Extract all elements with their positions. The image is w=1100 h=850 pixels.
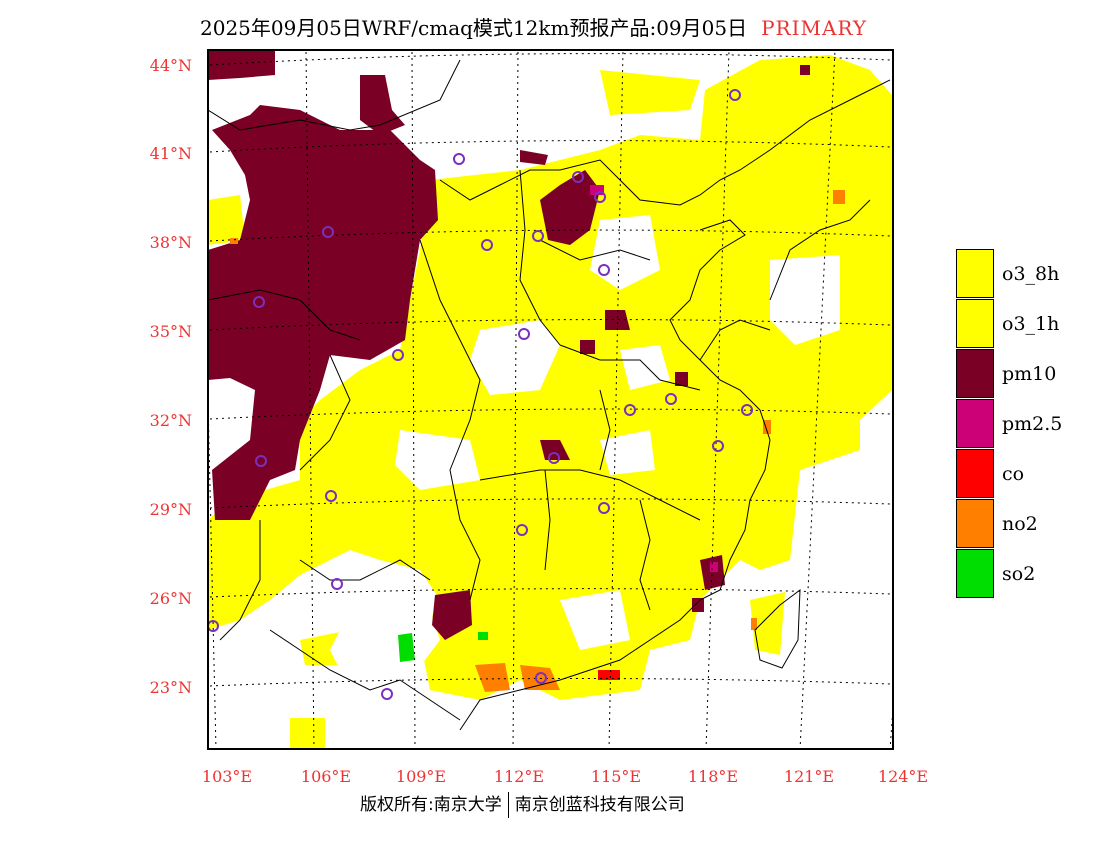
- legend-swatch: [956, 349, 994, 398]
- legend-item-pm2-5: pm2.5: [956, 399, 1086, 449]
- map-plot-area: [208, 50, 893, 749]
- station-marker: [325, 490, 337, 502]
- lat-label: 41°N: [150, 144, 192, 163]
- pm25-region: [590, 185, 718, 572]
- station-marker: [453, 153, 465, 165]
- so2-region: [398, 632, 488, 662]
- lat-label: 38°N: [150, 233, 192, 252]
- legend-item-no2: no2: [956, 499, 1086, 549]
- legend-swatch: [956, 399, 994, 448]
- legend-label: co: [1002, 463, 1025, 485]
- legend-swatch: [956, 249, 994, 298]
- copyright-right: 南京创蓝科技有限公司: [514, 795, 685, 815]
- lat-label: 44°N: [150, 56, 192, 75]
- o3-region: [208, 55, 892, 749]
- latitude-labels: 44°N 41°N 38°N 35°N 32°N 29°N 26°N 23°N: [150, 56, 192, 697]
- station-marker: [381, 688, 393, 700]
- station-marker: [322, 226, 334, 238]
- lon-label: 115°E: [591, 767, 641, 786]
- lon-label: 112°E: [494, 767, 544, 786]
- station-marker: [548, 452, 560, 464]
- station-marker: [535, 672, 547, 684]
- lat-label: 26°N: [150, 589, 192, 608]
- station-marker: [255, 455, 267, 467]
- station-marker: [594, 191, 606, 203]
- legend-label: o3_1h: [1002, 313, 1060, 335]
- map-title: 2025年09月05日WRF/cmaq模式12km预报产品:09月05日 PRIM…: [200, 12, 867, 41]
- station-marker: [516, 524, 528, 536]
- station-marker: [392, 349, 404, 361]
- station-marker: [665, 393, 677, 405]
- title-main: 2025年09月05日WRF/cmaq模式12km预报产品:09月05日: [200, 16, 748, 40]
- longitude-labels: 103°E 106°E 109°E 112°E 115°E 118°E 121°…: [202, 767, 928, 786]
- legend-label: so2: [1002, 563, 1036, 585]
- lat-label: 35°N: [150, 322, 192, 341]
- lat-label: 32°N: [150, 411, 192, 430]
- station-marker: [572, 171, 584, 183]
- station-marker: [481, 239, 493, 251]
- copyright-left: 版权所有:南京大学: [360, 795, 502, 815]
- legend-item-o3-8h: o3_8h: [956, 249, 1086, 299]
- lon-label: 106°E: [301, 767, 351, 786]
- legend-swatch: [956, 449, 994, 498]
- legend-swatch: [956, 299, 994, 348]
- legend-label: o3_8h: [1002, 263, 1060, 285]
- station-marker: [741, 404, 753, 416]
- legend-item-o3-1h: o3_1h: [956, 299, 1086, 349]
- station-marker: [532, 230, 544, 242]
- station-marker: [518, 328, 530, 340]
- station-marker: [208, 620, 219, 632]
- legend-label: no2: [1002, 513, 1038, 535]
- legend-item-pm10: pm10: [956, 349, 1086, 399]
- legend-swatch: [956, 549, 994, 598]
- legend-swatch: [956, 499, 994, 548]
- legend-item-co: co: [956, 449, 1086, 499]
- station-marker: [624, 404, 636, 416]
- station-marker: [598, 502, 610, 514]
- map-frame: [207, 49, 894, 750]
- pollutant-legend: o3_8h o3_1h pm10 pm2.5 co no2 so2: [956, 249, 1086, 599]
- station-marker: [253, 296, 265, 308]
- graticule: [208, 50, 893, 749]
- lon-label: 124°E: [878, 767, 928, 786]
- station-marker: [729, 89, 741, 101]
- admin-boundaries: [208, 59, 891, 731]
- legend-label: pm2.5: [1002, 413, 1063, 435]
- station-marker: [712, 440, 724, 452]
- station-marker: [331, 578, 343, 590]
- co-region: [598, 670, 620, 680]
- lon-label: 109°E: [396, 767, 446, 786]
- clear-gaps: [208, 215, 840, 745]
- footer-separator: [507, 792, 509, 818]
- legend-label: pm10: [1002, 363, 1057, 385]
- legend-item-so2: so2: [956, 549, 1086, 599]
- title-tag: PRIMARY: [761, 16, 868, 40]
- station-markers: [208, 89, 753, 700]
- lon-label: 103°E: [202, 767, 252, 786]
- station-marker: [598, 264, 610, 276]
- copyright-footer: 版权所有:南京大学 南京创蓝科技有限公司: [360, 790, 685, 818]
- lat-label: 29°N: [150, 500, 192, 519]
- lon-label: 121°E: [784, 767, 834, 786]
- no2-region: [230, 190, 845, 692]
- lon-label: 118°E: [688, 767, 738, 786]
- lat-label: 23°N: [150, 678, 192, 697]
